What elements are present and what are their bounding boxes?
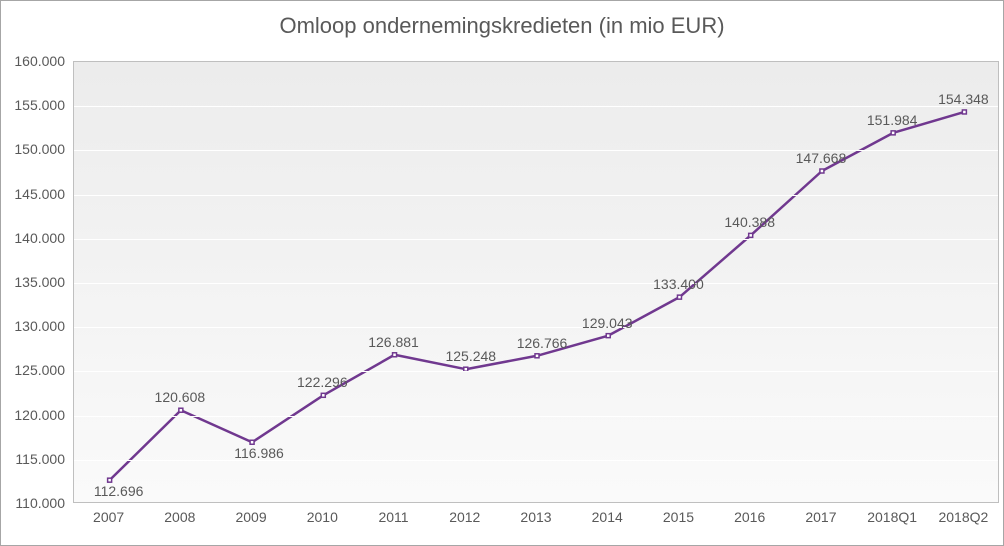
gridline — [74, 106, 998, 107]
data-label: 125.248 — [445, 348, 496, 364]
data-label: 120.608 — [155, 389, 206, 405]
data-marker — [891, 131, 895, 135]
x-axis-label: 2014 — [592, 509, 623, 525]
y-axis-label: 160.000 — [5, 53, 65, 69]
y-axis-label: 140.000 — [5, 230, 65, 246]
x-axis-label: 2012 — [449, 509, 480, 525]
y-axis-label: 155.000 — [5, 97, 65, 113]
data-label: 147.668 — [796, 150, 847, 166]
data-marker — [820, 169, 824, 173]
series-line — [110, 112, 965, 480]
y-axis-label: 135.000 — [5, 274, 65, 290]
gridline — [74, 195, 998, 196]
data-marker — [250, 440, 254, 444]
y-axis-label: 150.000 — [5, 141, 65, 157]
data-marker — [108, 478, 112, 482]
data-label: 140.388 — [724, 214, 775, 230]
x-axis-label: 2018Q2 — [938, 509, 988, 525]
x-axis-label: 2007 — [93, 509, 124, 525]
x-axis-label: 2016 — [734, 509, 765, 525]
data-label: 154.348 — [938, 91, 989, 107]
chart-container: Omloop ondernemingskredieten (in mio EUR… — [0, 0, 1004, 546]
y-axis-label: 110.000 — [5, 495, 65, 511]
gridline — [74, 150, 998, 151]
gridline — [74, 460, 998, 461]
y-axis-label: 145.000 — [5, 186, 65, 202]
data-marker — [749, 233, 753, 237]
x-axis-label: 2018Q1 — [867, 509, 917, 525]
y-axis-label: 125.000 — [5, 362, 65, 378]
data-marker — [321, 393, 325, 397]
data-marker — [393, 353, 397, 357]
y-axis-label: 115.000 — [5, 451, 65, 467]
gridline — [74, 283, 998, 284]
x-axis-label: 2009 — [235, 509, 266, 525]
data-marker — [677, 295, 681, 299]
gridline — [74, 371, 998, 372]
x-axis-label: 2013 — [520, 509, 551, 525]
chart-title: Omloop ondernemingskredieten (in mio EUR… — [1, 1, 1003, 39]
x-axis-label: 2010 — [307, 509, 338, 525]
data-label: 126.766 — [517, 335, 568, 351]
data-label: 122.296 — [297, 374, 348, 390]
data-label: 126.881 — [368, 334, 419, 350]
data-label: 129.043 — [582, 315, 633, 331]
plot-area — [73, 61, 999, 503]
gridline — [74, 327, 998, 328]
data-label: 116.986 — [234, 445, 284, 461]
gridline — [74, 239, 998, 240]
data-marker — [606, 334, 610, 338]
data-marker — [179, 408, 183, 412]
x-axis-label: 2017 — [805, 509, 836, 525]
y-axis-label: 120.000 — [5, 407, 65, 423]
data-marker — [535, 354, 539, 358]
data-label: 151.984 — [867, 112, 918, 128]
data-marker — [962, 110, 966, 114]
x-axis-label: 2008 — [164, 509, 195, 525]
y-axis-label: 130.000 — [5, 318, 65, 334]
x-axis-label: 2011 — [378, 509, 408, 525]
x-axis-label: 2015 — [663, 509, 694, 525]
gridline — [74, 416, 998, 417]
data-label: 133.400 — [653, 276, 704, 292]
data-label: 112.696 — [94, 483, 144, 499]
